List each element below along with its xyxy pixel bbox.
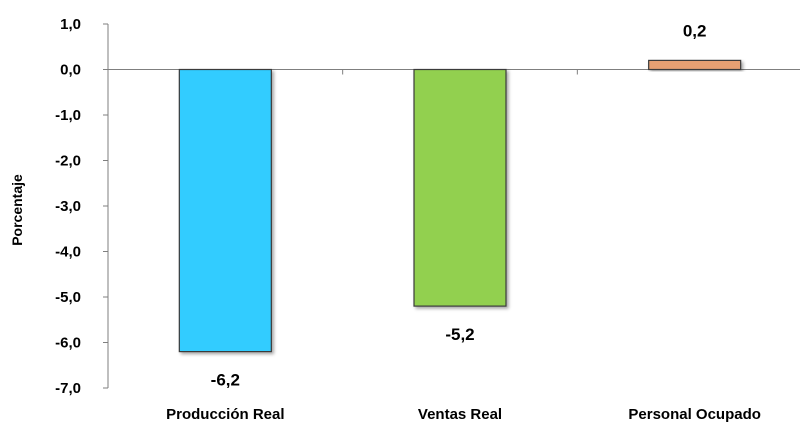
bar xyxy=(413,68,507,307)
bars xyxy=(178,59,742,353)
y-tick-label: -3,0 xyxy=(55,198,81,215)
y-tick-label: 0,0 xyxy=(60,62,81,79)
y-tick-label: 1,0 xyxy=(60,16,81,33)
y-tick-label: -4,0 xyxy=(55,244,81,261)
category-label: Producción Real xyxy=(166,406,284,423)
bar xyxy=(178,68,272,353)
data-label: 0,2 xyxy=(683,21,707,40)
data-label: -6,2 xyxy=(211,371,240,390)
category-label: Personal Ocupado xyxy=(628,406,761,423)
y-tick-label: -7,0 xyxy=(55,380,81,397)
y-tick-label: -5,0 xyxy=(55,289,81,306)
data-label: -5,2 xyxy=(445,325,474,344)
y-axis-title: Porcentaje xyxy=(9,174,25,246)
y-tick-label: -2,0 xyxy=(55,153,81,170)
y-tick-label: -1,0 xyxy=(55,107,81,124)
labels: 1,0 0,0 -1,0 -2,0 -3,0 -4,0 -5,0 -6,0 -7,0 Produc… xyxy=(55,16,761,423)
y-tick-label: -6,0 xyxy=(55,335,81,352)
bar xyxy=(648,59,742,71)
category-label: Ventas Real xyxy=(418,406,502,423)
